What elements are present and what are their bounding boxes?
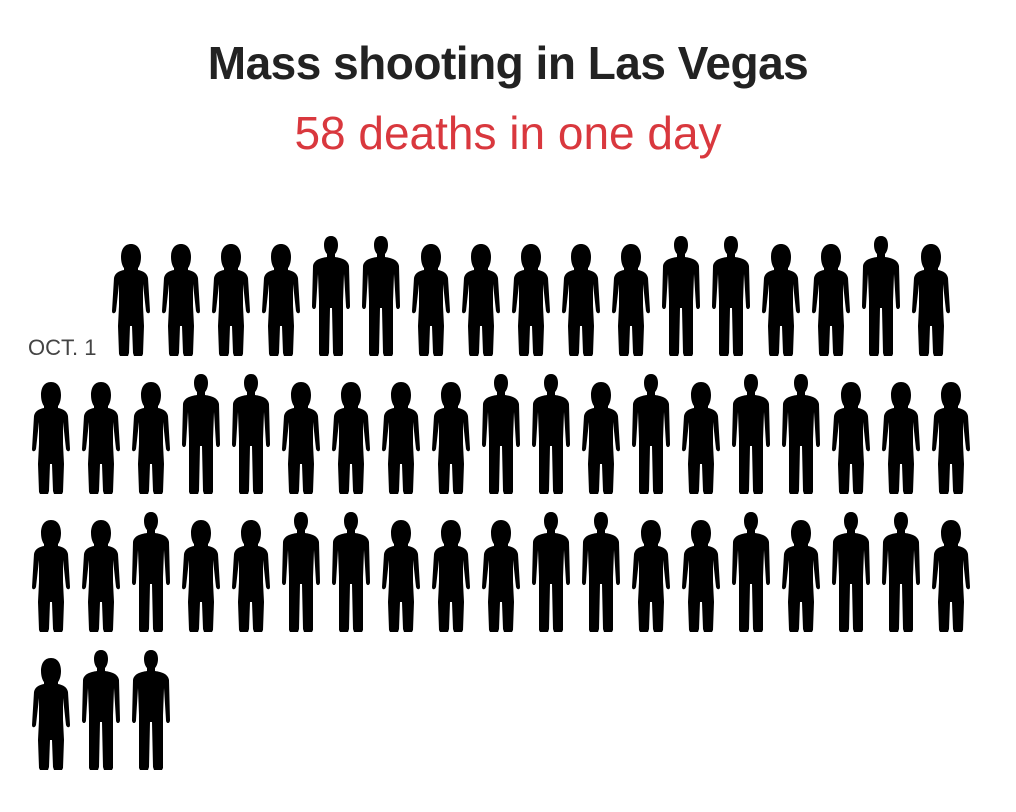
person-silhouette-icon [782, 374, 820, 494]
person-silhouette-icon [32, 382, 70, 494]
person-silhouette-icon [412, 244, 450, 356]
person-silhouette-icon [382, 520, 420, 632]
person-silhouette-icon [762, 244, 800, 356]
person-silhouette-icon [912, 244, 950, 356]
person-silhouette-icon [212, 244, 250, 356]
person-silhouette-icon [462, 244, 500, 356]
person-silhouette-icon [732, 374, 770, 494]
person-silhouette-icon [582, 382, 620, 494]
person-silhouette-icon [382, 382, 420, 494]
chart-subtitle: 58 deaths in one day [294, 107, 722, 159]
person-silhouette-icon [162, 244, 200, 356]
person-silhouette-icon [532, 512, 570, 632]
person-silhouette-icon [282, 512, 320, 632]
date-label-oct-1: OCT. 1 [28, 335, 97, 360]
person-silhouette-icon [682, 520, 720, 632]
person-silhouette-icon [882, 512, 920, 632]
person-silhouette-icon [232, 520, 270, 632]
person-silhouette-icon [332, 382, 370, 494]
person-silhouette-icon [582, 512, 620, 632]
person-silhouette-icon [712, 236, 750, 356]
person-silhouette-icon [362, 236, 400, 356]
person-silhouette-icon [182, 520, 220, 632]
person-silhouette-icon [232, 374, 270, 494]
person-silhouette-icon [112, 244, 150, 356]
person-silhouette-icon [562, 244, 600, 356]
person-silhouette-icon [182, 374, 220, 494]
person-silhouette-icon [832, 512, 870, 632]
person-silhouette-icon [632, 374, 670, 494]
person-silhouette-icon [432, 520, 470, 632]
person-silhouette-icon [612, 244, 650, 356]
person-silhouette-icon [532, 374, 570, 494]
person-silhouette-icon [882, 382, 920, 494]
person-silhouette-icon [932, 382, 970, 494]
person-silhouette-icon [482, 374, 520, 494]
person-silhouette-icon [262, 244, 300, 356]
person-silhouette-icon [782, 520, 820, 632]
person-silhouette-icon [132, 382, 170, 494]
person-silhouette-icon [432, 382, 470, 494]
person-silhouette-icon [662, 236, 700, 356]
person-silhouette-icon [512, 244, 550, 356]
person-silhouette-icon [482, 520, 520, 632]
person-silhouette-icon [862, 236, 900, 356]
person-silhouette-icon [32, 658, 70, 770]
person-silhouette-icon [82, 650, 120, 770]
person-silhouette-icon [132, 512, 170, 632]
person-silhouette-icon [282, 382, 320, 494]
chart-title: Mass shooting in Las Vegas [207, 37, 809, 89]
person-silhouette-icon [82, 382, 120, 494]
person-silhouette-icon [632, 520, 670, 632]
person-silhouette-icon [732, 512, 770, 632]
person-silhouette-icon [682, 382, 720, 494]
person-silhouette-icon [82, 520, 120, 632]
person-silhouette-icon [32, 520, 70, 632]
person-silhouette-icon [832, 382, 870, 494]
person-silhouette-icon [132, 650, 170, 770]
person-silhouette-icon [812, 244, 850, 356]
person-silhouette-icon [312, 236, 350, 356]
person-silhouette-icon [932, 520, 970, 632]
person-silhouette-icon [332, 512, 370, 632]
